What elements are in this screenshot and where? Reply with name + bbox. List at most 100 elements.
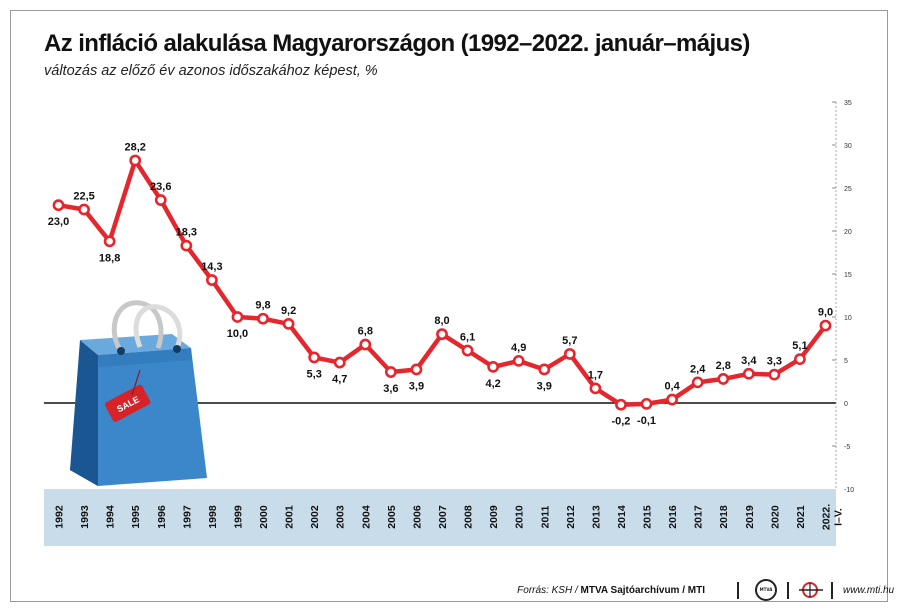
data-point <box>52 199 65 212</box>
x-tick-label: 1999 <box>232 505 244 529</box>
data-point <box>717 373 730 385</box>
data-label: 18,8 <box>99 252 120 264</box>
data-point <box>154 194 167 206</box>
x-tick-label: 2000 <box>258 505 270 529</box>
data-label: 2,4 <box>690 363 706 375</box>
data-point <box>615 398 627 411</box>
data-label: 28,2 <box>124 141 145 153</box>
data-point <box>538 363 551 376</box>
data-point <box>180 239 193 252</box>
source-prefix: Forrás: KSH / <box>517 585 578 596</box>
x-tick-label: 2002 <box>309 505 321 529</box>
x-tick-label: 2016 <box>667 505 679 529</box>
data-point <box>410 363 423 376</box>
x-tick-label: 2021 <box>795 505 807 529</box>
data-label: 14,3 <box>201 261 222 273</box>
data-label: 10,0 <box>227 328 248 340</box>
data-point <box>589 382 602 395</box>
y-tick-label: 15 <box>844 272 852 279</box>
x-tick-label: 2022. <box>821 504 833 530</box>
x-tick-label: 1995 <box>130 505 142 529</box>
x-tick-label: 2005 <box>386 505 398 529</box>
source-archive: MTVA Sajtóarchívum / MTI <box>580 585 705 596</box>
y-tick-label: 0 <box>844 401 848 408</box>
data-point <box>819 319 832 332</box>
data-label: 22,5 <box>73 191 94 203</box>
x-tick-label: 2012 <box>565 505 577 529</box>
data-point <box>742 367 755 380</box>
x-tick-label: 2018 <box>718 505 730 529</box>
data-point <box>103 235 116 248</box>
footer-separator <box>831 582 833 599</box>
data-point <box>461 344 474 357</box>
data-point <box>384 366 397 378</box>
data-point <box>666 393 678 406</box>
data-label: 5,7 <box>562 335 577 347</box>
data-label: 3,6 <box>383 383 398 395</box>
x-tick-label: 2013 <box>590 505 602 529</box>
website-link[interactable]: www.mti.hu <box>843 585 895 596</box>
x-tick-label: 2015 <box>642 505 654 529</box>
x-tick-label: 2003 <box>335 505 347 529</box>
data-label: 5,1 <box>792 340 807 352</box>
data-point <box>436 328 448 341</box>
data-label: 5,3 <box>307 368 322 380</box>
mti-logo-icon <box>799 582 823 598</box>
data-label: 23,0 <box>48 216 69 228</box>
y-tick-label: 5 <box>844 358 848 365</box>
x-tick-label: 2009 <box>488 505 500 529</box>
category-axis-band <box>44 489 836 546</box>
shopping-bag-icon: SALE <box>70 300 207 486</box>
data-label: 18,3 <box>176 227 197 239</box>
y-tick-label: 35 <box>844 100 852 107</box>
data-point <box>691 376 704 389</box>
chart-title: Az infláció alakulása Magyarországon (19… <box>44 30 750 57</box>
data-label: 4,9 <box>511 342 526 354</box>
data-label: 4,7 <box>332 374 347 386</box>
footer-separator <box>737 582 739 599</box>
data-label: 3,9 <box>409 380 424 392</box>
data-point <box>205 274 218 286</box>
data-label: 3,4 <box>741 355 757 367</box>
data-point <box>308 351 321 364</box>
mtva-logo-icon: MTVA <box>755 579 777 601</box>
data-label: 8,0 <box>434 315 449 327</box>
data-label: 3,9 <box>537 380 552 392</box>
data-label: -0,1 <box>637 415 656 427</box>
chart-subtitle: változás az előző év azonos időszakához … <box>44 63 378 79</box>
x-tick-label: 2004 <box>360 505 372 529</box>
data-point <box>640 397 653 410</box>
data-label: 2,8 <box>716 360 731 372</box>
data-point <box>282 317 295 330</box>
data-point <box>333 356 346 369</box>
y-tick-label: 10 <box>844 315 852 322</box>
x-tick-label: 1997 <box>181 505 193 529</box>
data-label: 3,3 <box>767 356 782 368</box>
data-point <box>78 203 90 216</box>
data-label: -0,2 <box>611 416 630 428</box>
mtva-logo-text: MTVA <box>759 587 773 592</box>
x-tick-label: 1998 <box>207 505 219 529</box>
y-tick-label: -5 <box>844 444 850 451</box>
x-tick-label: 2020 <box>769 505 781 529</box>
data-point <box>563 348 576 360</box>
outer-frame <box>10 10 888 602</box>
y-tick-label: -10 <box>844 487 854 494</box>
data-label: 9,2 <box>281 305 296 317</box>
data-point <box>359 338 372 351</box>
x-tick-label: 2001 <box>284 505 296 529</box>
data-label: 9,0 <box>818 307 833 319</box>
footer: Forrás: KSH / MTVA Sajtóarchívum / MTI M… <box>0 578 900 604</box>
y-tick-label: 20 <box>844 229 852 236</box>
y-tick-label: 30 <box>844 143 852 150</box>
x-tick-label: 2019 <box>744 505 756 529</box>
footer-separator <box>787 582 789 599</box>
data-point <box>231 311 244 323</box>
x-tick-label: 1994 <box>105 505 117 529</box>
data-label: 6,8 <box>358 326 373 338</box>
x-tick-label: 2008 <box>463 505 475 529</box>
data-label: 23,6 <box>150 181 171 193</box>
x-tick-label: 1993 <box>79 505 91 529</box>
data-point <box>487 360 500 373</box>
x-tick-label: 2017 <box>693 505 705 529</box>
